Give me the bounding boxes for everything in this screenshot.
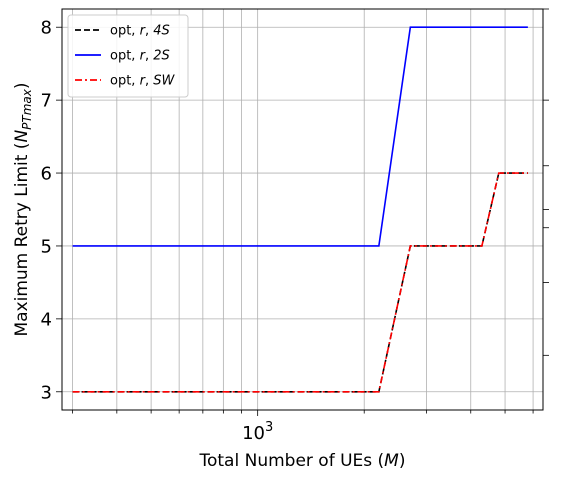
y-tick-label: 5	[41, 236, 52, 257]
series-line-3	[72, 172, 528, 393]
series-line-1	[72, 172, 528, 393]
x-axis-label: Total Number of UEs (M)	[199, 451, 406, 471]
y-tick-label: 6	[41, 164, 52, 185]
y-axis-label: Maximum Retry Limit (NPTmax)	[12, 82, 34, 336]
series-group	[72, 26, 528, 393]
y-tick-label: 7	[41, 91, 52, 112]
x-tick-label: 103	[242, 420, 273, 444]
legend-entry-3: opt, r, SW	[110, 74, 175, 89]
y-tick-label: 8	[41, 18, 52, 39]
legend-box	[67, 14, 189, 98]
y-tick-label: 4	[41, 309, 52, 330]
y-tick-label: 3	[41, 382, 52, 403]
legend-entry-2: opt, r, 2S	[110, 49, 170, 64]
legend-entry-1: opt, r, 4S	[110, 24, 170, 39]
ticks: 3 4 5 6 7 8 103	[41, 8, 549, 444]
legend: opt, r, 4S opt, r, 2S opt, r, SW	[67, 14, 189, 98]
series-line-2	[72, 26, 528, 247]
